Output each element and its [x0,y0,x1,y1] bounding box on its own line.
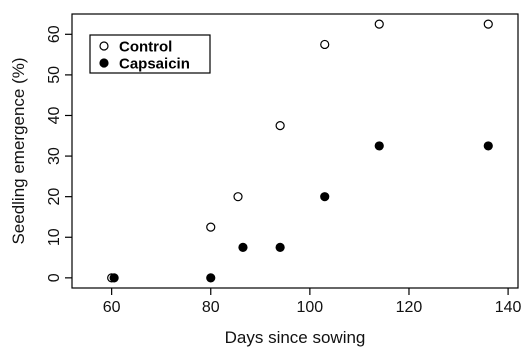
data-point-control [374,19,384,29]
y-axis: 0 10 20 30 40 50 60 [46,25,72,282]
data-point-capsaicin [109,273,119,283]
data-points [107,19,493,283]
data-point-capsaicin [206,273,216,283]
data-point-control [483,19,493,29]
plot-frame [71,13,519,289]
data-point-control [206,222,216,232]
x-tick-label: 120 [396,299,423,316]
legend: Control Capsaicin [89,34,211,74]
legend-marker-capsaicin [99,58,109,68]
data-point-control [233,192,243,202]
x-tick-label: 60 [103,299,121,316]
x-axis: 60 80 100 120 140 [103,288,522,316]
data-point-capsaicin [374,141,384,151]
x-tick-label: 140 [495,299,522,316]
x-tick-label: 100 [297,299,324,316]
y-tick-label: 60 [46,25,63,43]
data-point-capsaicin [275,242,285,253]
legend-label-control: Control [119,39,172,56]
y-tick-label: 50 [46,66,63,84]
data-point-capsaicin [483,141,493,151]
data-point-capsaicin [320,192,330,202]
x-axis-title: Days since sowing [225,328,366,347]
legend-marker-control [99,41,109,51]
y-tick-label: 0 [46,273,63,282]
legend-box [89,34,211,74]
y-axis-title: Seedling emergence (%) [9,57,28,244]
y-tick-label: 20 [46,188,63,206]
legend-label-capsaicin: Capsaicin [119,56,190,73]
y-tick-label: 40 [46,106,63,124]
y-tick-label: 30 [46,147,63,165]
data-point-control [320,39,330,50]
y-tick-label: 10 [46,228,63,246]
data-point-control [275,121,285,131]
data-point-capsaicin [238,242,248,253]
x-tick-label: 80 [202,299,220,316]
